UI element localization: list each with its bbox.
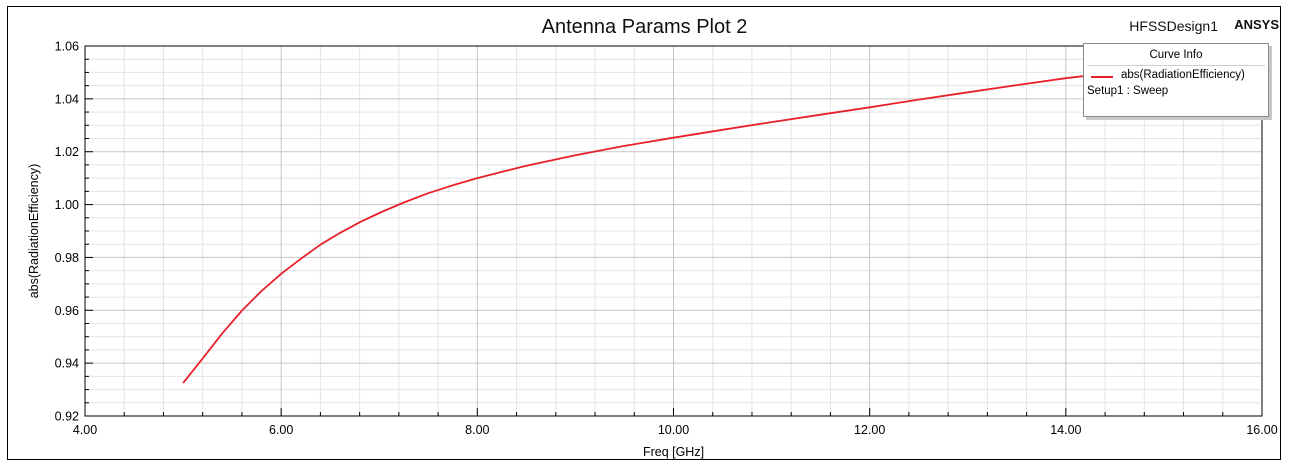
legend-entry[interactable]: abs(RadiationEfficiency) <box>1084 69 1268 85</box>
legend-header: Curve Info <box>1087 49 1265 66</box>
plot-frame <box>7 6 1281 460</box>
y-tick-label: 1.04 <box>55 92 79 106</box>
x-tick-label: 12.00 <box>854 423 885 437</box>
y-axis-label: abs(RadiationEfficiency) <box>27 164 41 299</box>
x-tick-label: 10.00 <box>658 423 689 437</box>
x-tick-label: 4.00 <box>73 423 97 437</box>
series-line <box>182 67 1164 384</box>
design-name: HFSSDesign1 <box>1129 18 1218 34</box>
series-group <box>182 67 1164 384</box>
y-tick-label: 0.96 <box>55 304 79 318</box>
x-tick-label: 14.00 <box>1050 423 1081 437</box>
y-tick-label: 0.98 <box>55 251 79 265</box>
y-tick-labels: 0.92 0.94 0.96 0.98 1.00 1.02 1.04 1.06 <box>55 40 79 424</box>
y-tick-label: 1.02 <box>55 145 79 159</box>
x-axis-label: Freq [GHz] <box>643 445 704 459</box>
x-tick-label: 16.00 <box>1246 423 1277 437</box>
axis-ticks <box>84 45 1263 417</box>
x-tick-label: 8.00 <box>465 423 489 437</box>
legend-setup: Setup1 : Sweep <box>1087 85 1169 97</box>
x-tick-label: 6.00 <box>269 423 293 437</box>
x-tick-labels: 4.00 6.00 8.00 10.00 12.00 14.00 16.00 <box>73 423 1278 437</box>
chart-title: Antenna Params Plot 2 <box>541 16 748 38</box>
y-tick-label: 0.94 <box>55 357 79 371</box>
brand-logo: ANSYS <box>1234 17 1279 32</box>
curve-info-legend[interactable]: Curve Info abs(RadiationEfficiency) Setu… <box>1083 43 1269 117</box>
major-grid <box>85 46 1262 416</box>
y-tick-label: 0.92 <box>55 410 79 424</box>
legend-series-name: abs(RadiationEfficiency) <box>1121 69 1245 81</box>
y-tick-label: 1.06 <box>55 40 79 54</box>
y-tick-label: 1.00 <box>55 198 79 212</box>
legend-swatch <box>1091 76 1113 78</box>
